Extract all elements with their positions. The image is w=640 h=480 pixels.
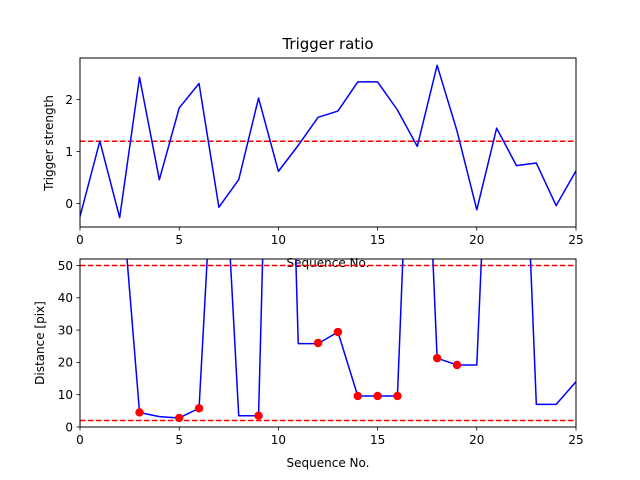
- y-tick-label: 2: [65, 93, 73, 107]
- x-tick-label: 0: [76, 433, 84, 447]
- y-tick-label: 1: [65, 145, 73, 159]
- axes-frame: [79, 57, 577, 228]
- trigger-ratio-panel: Trigger ratio Trigger strength Sequence …: [42, 35, 584, 270]
- y-tick-label: 30: [58, 323, 73, 337]
- x-axis-label: Sequence No.: [287, 456, 370, 470]
- trigger-plot-area: 0 5 10 15 20 25 0 1 2: [65, 57, 584, 247]
- x-tick-label: 5: [175, 233, 183, 247]
- y-tick-label: 10: [58, 388, 73, 402]
- chart-title: Trigger ratio: [281, 35, 373, 53]
- series-line: [80, 64, 576, 219]
- x-tick-label: 15: [370, 433, 385, 447]
- y-tick-label: 20: [58, 356, 73, 370]
- axes-frame: [79, 258, 577, 428]
- y-tick-label: 50: [58, 259, 73, 273]
- data-point-marker: [175, 413, 184, 423]
- data-point-marker: [393, 391, 402, 401]
- data-point-marker: [313, 338, 323, 348]
- y-axis-label: Trigger strength: [42, 95, 56, 192]
- x-axis-label: Sequence No.: [287, 256, 370, 270]
- y-tick-label: 0: [65, 197, 73, 211]
- x-tick-label: 20: [469, 433, 484, 447]
- x-tick-label: 20: [469, 233, 484, 247]
- x-tick-label: 10: [271, 433, 286, 447]
- y-tick-label: 40: [58, 291, 73, 305]
- data-point-marker: [452, 360, 462, 370]
- data-point-marker: [333, 327, 343, 337]
- x-tick-label: 0: [76, 233, 84, 247]
- data-point-marker: [194, 404, 204, 413]
- y-axis-label: Distance [pix]: [33, 301, 47, 385]
- data-point-marker: [432, 353, 442, 363]
- data-point-marker: [353, 391, 362, 401]
- x-tick-label: 15: [370, 233, 385, 247]
- series-line: [126, 259, 576, 419]
- distance-plot-area: 0 5 10 15 20 25 0 10 20 30 40 50: [58, 258, 584, 447]
- x-tick-label: 5: [175, 433, 183, 447]
- x-tick-label: 25: [568, 433, 583, 447]
- x-tick-label: 25: [568, 233, 583, 247]
- x-tick-label: 10: [271, 233, 286, 247]
- data-point-marker: [373, 391, 382, 401]
- y-tick-label: 0: [65, 420, 73, 434]
- plot-content: [80, 259, 576, 423]
- data-point-marker: [135, 408, 144, 417]
- plot-content: [80, 64, 576, 219]
- distance-panel: Distance [pix] Sequence No. 0 5 10 15 20 25 0 1…: [33, 258, 584, 470]
- data-point-marker: [254, 411, 263, 420]
